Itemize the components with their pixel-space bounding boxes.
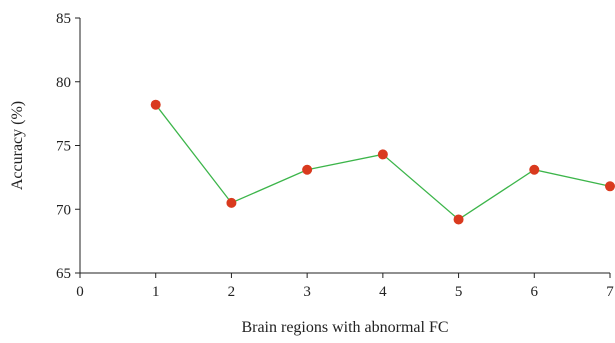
data-point (377, 149, 388, 160)
x-tick-label: 7 (606, 284, 614, 300)
x-tick-label: 6 (531, 284, 539, 300)
y-tick-label: 70 (56, 202, 71, 218)
x-tick-label: 2 (228, 284, 236, 300)
data-point (605, 181, 615, 192)
data-point (302, 164, 313, 175)
series-layer (150, 99, 615, 225)
data-point (529, 164, 540, 175)
x-tick-label: 5 (455, 284, 463, 300)
data-point (150, 99, 161, 110)
x-tick-label: 0 (76, 284, 84, 300)
x-tick-label: 3 (303, 284, 311, 300)
data-point (453, 214, 464, 225)
axes (79, 18, 610, 274)
y-tick-label: 75 (56, 139, 71, 155)
y-axis-ticks: 65 70 75 80 85 (56, 11, 80, 282)
y-tick-label: 65 (56, 266, 71, 282)
series-line (155, 104, 611, 221)
x-axis-label: Brain regions with abnormal FC (241, 319, 448, 336)
y-tick-label: 85 (56, 11, 71, 27)
y-axis-label: Accuracy (%) (9, 101, 26, 190)
x-tick-label: 4 (379, 284, 387, 300)
y-tick-label: 80 (56, 75, 71, 91)
data-point (226, 197, 237, 208)
x-axis-ticks: 0 1 2 3 4 5 6 7 (76, 273, 614, 300)
x-tick-label: 1 (152, 284, 160, 300)
